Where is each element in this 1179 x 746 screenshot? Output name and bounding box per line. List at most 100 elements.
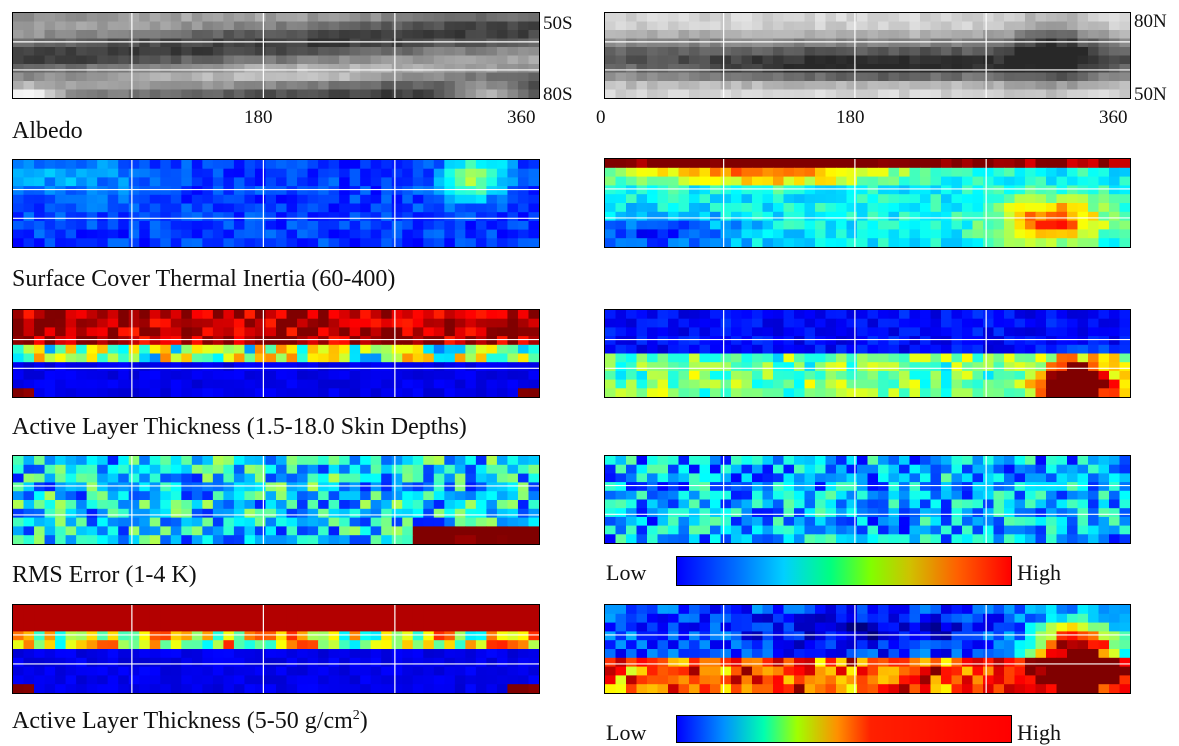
map-cell bbox=[149, 684, 161, 693]
map-cell bbox=[615, 490, 627, 501]
map-cell bbox=[139, 640, 151, 650]
map-cell bbox=[328, 229, 340, 239]
map-cell bbox=[1077, 516, 1089, 527]
map-cell bbox=[804, 456, 816, 466]
map-cell bbox=[223, 21, 235, 31]
map-cell bbox=[689, 657, 701, 668]
map-cell bbox=[867, 310, 879, 320]
map-cell bbox=[223, 613, 235, 624]
map-cell bbox=[899, 657, 911, 668]
map-cell bbox=[1098, 388, 1110, 397]
map-cell bbox=[825, 176, 837, 186]
map-cell bbox=[1109, 310, 1121, 320]
map-cell bbox=[699, 13, 711, 23]
map-cell bbox=[878, 534, 890, 543]
map-cell bbox=[1088, 64, 1100, 74]
map-cell bbox=[223, 666, 235, 676]
map-cell bbox=[941, 605, 953, 615]
map-cell bbox=[867, 353, 879, 363]
map-cell bbox=[496, 64, 509, 74]
map-cell bbox=[118, 55, 130, 65]
map-cell bbox=[1119, 482, 1130, 492]
map-cell bbox=[517, 229, 530, 239]
map-cell bbox=[244, 344, 256, 355]
map-cell bbox=[1088, 508, 1100, 518]
map-cell bbox=[233, 38, 246, 48]
map-cell bbox=[1077, 211, 1089, 222]
map-cell bbox=[846, 64, 858, 74]
map-cell bbox=[920, 657, 932, 668]
map-cell bbox=[475, 500, 487, 510]
map-cell bbox=[741, 525, 753, 535]
map-cell bbox=[349, 613, 361, 624]
map-cell bbox=[128, 220, 140, 231]
map-cell bbox=[962, 318, 974, 328]
map-cell bbox=[34, 238, 46, 247]
map-cell bbox=[731, 344, 743, 355]
map-cell bbox=[286, 526, 298, 536]
map-cell bbox=[678, 657, 690, 668]
map-cell bbox=[55, 370, 67, 381]
map-cell bbox=[528, 81, 539, 91]
map-cell bbox=[475, 353, 487, 363]
map-cell bbox=[13, 336, 25, 346]
map-cell bbox=[1077, 649, 1089, 659]
map-cell bbox=[170, 535, 182, 544]
map-cell bbox=[626, 657, 638, 668]
map-cell bbox=[423, 177, 435, 187]
map-cell bbox=[254, 160, 267, 170]
map-cell bbox=[920, 327, 932, 337]
map-cell bbox=[941, 229, 953, 239]
map-cell bbox=[930, 159, 942, 169]
map-cell bbox=[1025, 613, 1037, 624]
map-cell bbox=[762, 622, 774, 632]
map-cell bbox=[752, 344, 764, 355]
map-cell bbox=[265, 622, 277, 632]
map-cell bbox=[909, 55, 921, 65]
map-cell bbox=[44, 310, 56, 320]
map-cell bbox=[44, 168, 56, 178]
map-cell bbox=[1119, 211, 1130, 222]
map-cell bbox=[496, 318, 509, 328]
map-cell bbox=[496, 220, 509, 231]
map-cell bbox=[920, 516, 932, 527]
map-cell bbox=[605, 344, 617, 355]
map-cell bbox=[1109, 185, 1121, 195]
map-cell bbox=[254, 517, 267, 527]
map-cell bbox=[475, 675, 487, 685]
map-cell bbox=[191, 30, 203, 40]
map-cell bbox=[741, 631, 753, 641]
map-cell bbox=[139, 13, 151, 23]
map-cell bbox=[328, 675, 340, 685]
map-cell bbox=[370, 649, 382, 659]
map-cell bbox=[170, 649, 182, 659]
map-cell bbox=[783, 72, 795, 82]
map-cell bbox=[773, 220, 785, 230]
map-cell bbox=[349, 464, 361, 475]
map-cell bbox=[465, 353, 477, 363]
map-cell bbox=[265, 535, 277, 544]
map-cell bbox=[412, 212, 424, 222]
map-cell bbox=[1098, 21, 1110, 31]
map-cell bbox=[233, 13, 246, 23]
map-cell bbox=[720, 72, 732, 82]
map-cell bbox=[699, 657, 711, 668]
map-cell bbox=[34, 482, 46, 492]
map-cell bbox=[752, 456, 764, 466]
map-cell bbox=[888, 649, 900, 659]
map-cell bbox=[657, 318, 669, 328]
map-cell bbox=[636, 203, 648, 213]
map-cell bbox=[444, 327, 456, 337]
map-cell bbox=[1077, 167, 1089, 178]
map-cell bbox=[170, 491, 182, 501]
map-cell bbox=[107, 473, 119, 483]
map-cell bbox=[370, 238, 382, 247]
map-cell bbox=[412, 482, 424, 492]
map-cell bbox=[160, 482, 172, 492]
map-cell bbox=[636, 229, 648, 239]
map-cell bbox=[517, 81, 530, 91]
map-cell bbox=[888, 72, 900, 82]
map-cell bbox=[118, 464, 130, 475]
map-cell bbox=[615, 220, 627, 230]
map-cell bbox=[23, 220, 35, 231]
